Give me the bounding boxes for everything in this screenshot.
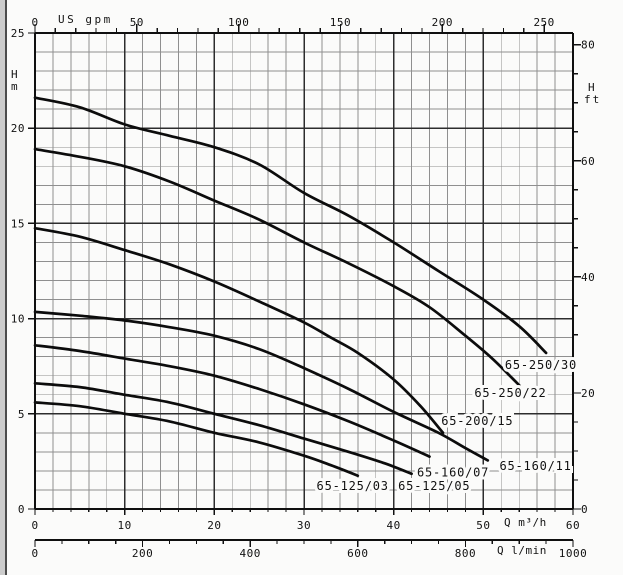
top-axis-tick-label: 0 [31, 16, 38, 29]
top-axis-tick-label: 200 [432, 16, 453, 29]
lmin-axis-tick-label: 0 [31, 547, 38, 560]
right-axis-tick-label: 0 [581, 503, 588, 516]
left-axis-unit-label-H: H [11, 68, 20, 81]
top-axis-tick-label: 50 [130, 16, 144, 29]
lmin-axis-tick-label: 800 [455, 547, 476, 560]
bottom-axis-tick-label: 40 [387, 519, 401, 532]
right-axis-tick-label: 80 [581, 39, 595, 52]
right-axis-tick-label: 20 [581, 387, 595, 400]
left-axis-tick-label: 0 [18, 503, 25, 516]
curve-65-160/07 [33, 343, 431, 458]
bottom-axis-unit-label: Q m³/h [504, 516, 547, 529]
left-axis-tick-label: 25 [11, 27, 25, 40]
curve-65-200/15 [33, 226, 445, 435]
curve-65-250/22 [33, 147, 521, 387]
scan-edge-line [5, 0, 7, 575]
bottom-axis-tick-label: 60 [566, 519, 580, 532]
curve-label-65-160/11: 65-160/11 [499, 459, 571, 473]
bottom-axis-tick-label: 0 [31, 519, 38, 532]
left-axis-tick-label: 10 [11, 313, 25, 326]
lmin-axis-tick-label: 200 [132, 547, 153, 560]
bottom-axis-tick-label: 10 [118, 519, 132, 532]
right-axis-unit-label-ft: ft [584, 93, 602, 106]
curve-label-65-250/22: 65-250/22 [474, 386, 546, 400]
bottom-axis-tick-label: 50 [476, 519, 490, 532]
right-axis-tick-label: 60 [581, 155, 595, 168]
top-axis-tick-label: 250 [533, 16, 554, 29]
curve-65-160/11 [33, 310, 490, 462]
curve-65-250/30 [33, 96, 548, 355]
right-axis-unit-label-H: H [588, 81, 597, 94]
top-axis-tick-label: 150 [330, 16, 351, 29]
curve-label-65-125/05: 65-125/05 [398, 479, 470, 493]
bottom-axis-tick-label: 20 [207, 519, 221, 532]
curve-label-65-125/03: 65-125/03 [317, 479, 389, 493]
left-axis-tick-label: 20 [11, 122, 25, 135]
left-axis-tick-label: 15 [11, 217, 25, 230]
top-axis-tick-label: 100 [228, 16, 249, 29]
curve-label-65-250/30: 65-250/30 [505, 358, 577, 372]
curve-label-65-160/07: 65-160/07 [417, 466, 489, 480]
right-axis-tick-label: 40 [581, 271, 595, 284]
bottom-axis-tick-label: 30 [297, 519, 311, 532]
left-axis-unit-label-m: m [11, 80, 20, 93]
lmin-axis-tick-label: 1000 [559, 547, 588, 560]
curve-label-65-200/15: 65-200/15 [441, 414, 513, 428]
lmin-axis-tick-label: 400 [240, 547, 261, 560]
lmin-axis-tick-label: 600 [347, 547, 368, 560]
left-axis-tick-label: 5 [18, 408, 25, 421]
curve-65-125/05 [33, 381, 413, 476]
bottom2-axis-unit-label: Q l/min [497, 544, 547, 557]
scan-edge-strip [0, 0, 5, 575]
curve-65-125/03 [33, 401, 360, 478]
top-axis-unit-label: US gpm [58, 13, 113, 26]
